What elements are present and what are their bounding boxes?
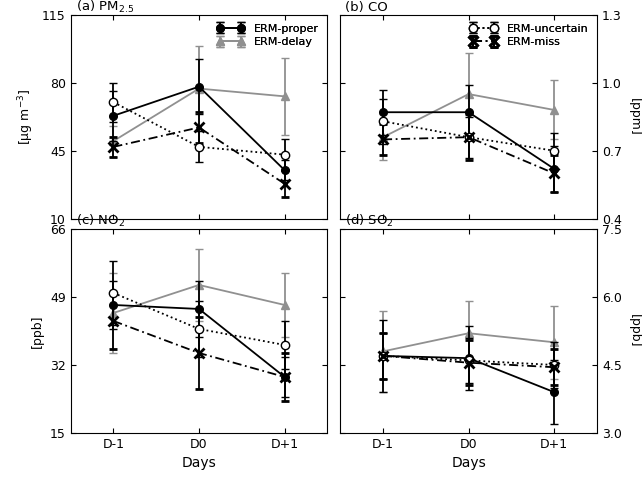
- Y-axis label: [ppb]: [ppb]: [31, 314, 44, 348]
- Y-axis label: [ppb]: [ppb]: [629, 314, 641, 348]
- Y-axis label: [ppm]: [ppm]: [629, 98, 641, 136]
- Text: (a) PM$_{2.5}$: (a) PM$_{2.5}$: [76, 0, 134, 15]
- X-axis label: Days: Days: [451, 457, 486, 470]
- Y-axis label: [μg m$^{-3}$]: [μg m$^{-3}$]: [17, 89, 37, 145]
- X-axis label: Days: Days: [182, 457, 216, 470]
- Text: (b) CO: (b) CO: [345, 0, 388, 14]
- Text: (c) NO$_2$: (c) NO$_2$: [76, 213, 125, 229]
- Legend: ERM-proper, ERM-delay: ERM-proper, ERM-delay: [214, 20, 322, 50]
- Legend: ERM-uncertain, ERM-miss: ERM-uncertain, ERM-miss: [467, 20, 591, 50]
- Text: (d) SO$_2$: (d) SO$_2$: [345, 213, 394, 229]
